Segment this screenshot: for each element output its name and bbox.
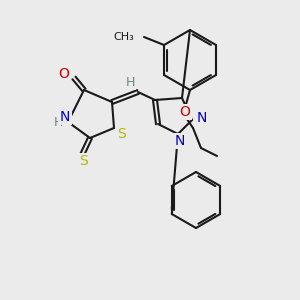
Text: O: O bbox=[58, 67, 69, 81]
Text: O: O bbox=[180, 105, 190, 119]
Text: N: N bbox=[197, 111, 207, 125]
Text: CH₃: CH₃ bbox=[113, 32, 134, 42]
Text: S: S bbox=[118, 127, 126, 141]
Text: N: N bbox=[175, 134, 185, 148]
Text: H: H bbox=[53, 116, 63, 128]
Text: N: N bbox=[60, 110, 70, 124]
Text: H: H bbox=[125, 76, 135, 88]
Text: S: S bbox=[80, 154, 88, 168]
